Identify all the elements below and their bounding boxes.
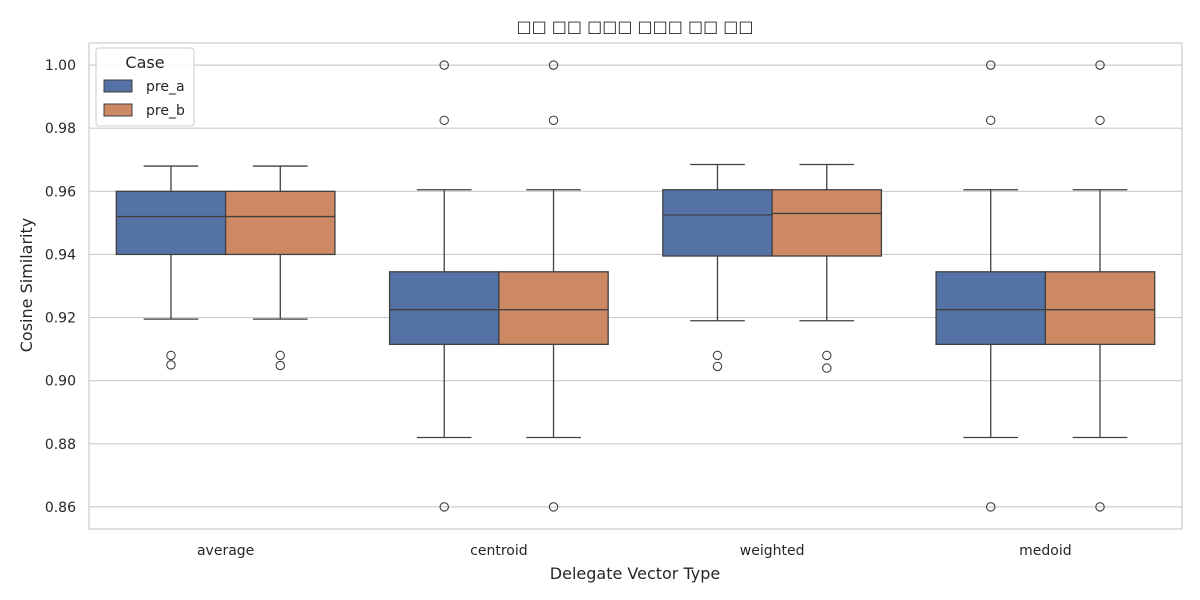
- box-pre_b-centroid: [498, 60, 609, 512]
- legend-swatch-pre_b: [103, 103, 133, 117]
- outlier-point: [548, 60, 559, 70]
- x-tick-label: weighted: [740, 543, 805, 559]
- iqr-box: [224, 190, 336, 256]
- box-pre_a-medoid: [935, 60, 1047, 512]
- y-tick-label: 0.94: [45, 247, 76, 263]
- x-tick-label: average: [197, 543, 254, 559]
- box-pre_a-average: [115, 165, 227, 370]
- y-tick-label: 0.88: [45, 437, 76, 453]
- outlier-point: [439, 115, 449, 126]
- iqr-box: [935, 271, 1047, 346]
- outlier-point: [166, 360, 176, 370]
- box-pre_a-centroid: [388, 60, 500, 512]
- y-axis-label: Cosine Similarity: [17, 218, 36, 352]
- outlier-point: [275, 350, 286, 361]
- plot-frame: [88, 42, 1183, 530]
- legend-swatch-pre_a: [103, 79, 133, 93]
- x-tick-label: centroid: [470, 543, 527, 559]
- outlier-point: [548, 115, 559, 126]
- outlier-point: [985, 502, 996, 512]
- outlier-point: [1095, 115, 1105, 126]
- box-pre_b-weighted: [771, 163, 883, 373]
- box-pre_b-medoid: [1044, 60, 1156, 512]
- y-tick-label: 0.86: [45, 500, 76, 516]
- outlier-point: [439, 502, 449, 512]
- boxes-layer: [115, 60, 1156, 512]
- y-tick-label: 0.96: [45, 184, 76, 200]
- iqr-box: [115, 190, 227, 256]
- outlier-point: [548, 502, 559, 512]
- box-pre_b-average: [224, 165, 336, 371]
- outlier-point: [985, 60, 996, 70]
- outlier-point: [712, 350, 723, 361]
- iqr-box: [388, 271, 500, 346]
- outlier-point: [275, 360, 286, 371]
- y-tick-label: 1.00: [45, 58, 76, 74]
- iqr-box: [771, 189, 883, 257]
- iqr-box: [1044, 271, 1156, 346]
- y-tick-labels: 0.86 0.88 0.90 0.92 0.94 0.96 0.98 1.00: [45, 58, 76, 516]
- outlier-point: [985, 115, 996, 126]
- y-tick-label: 0.92: [45, 311, 76, 327]
- x-axis-label: Delegate Vector Type: [550, 564, 720, 583]
- legend-label-pre_a: pre_a: [146, 79, 185, 95]
- outlier-point: [166, 350, 176, 361]
- grid-layer: [89, 64, 1182, 508]
- chart-title: □□ □□ □□□ □□□ □□ □□: [516, 17, 753, 36]
- x-tick-labels: average centroid weighted medoid: [197, 543, 1072, 559]
- legend-items: pre_a pre_b: [103, 79, 185, 119]
- legend: Case pre_a pre_b: [95, 47, 195, 127]
- y-tick-label: 0.90: [45, 374, 76, 390]
- outlier-point: [822, 363, 832, 373]
- outlier-point: [1095, 502, 1105, 512]
- iqr-box: [662, 189, 773, 257]
- outlier-point: [712, 361, 723, 372]
- iqr-box: [498, 271, 609, 346]
- legend-title: Case: [125, 53, 164, 72]
- outlier-point: [439, 60, 449, 70]
- box-pre_a-weighted: [662, 163, 773, 372]
- legend-label-pre_b: pre_b: [146, 103, 185, 119]
- y-tick-label: 0.98: [45, 121, 76, 137]
- x-tick-label: medoid: [1019, 543, 1071, 559]
- outlier-point: [1095, 60, 1105, 70]
- outlier-point: [822, 350, 832, 361]
